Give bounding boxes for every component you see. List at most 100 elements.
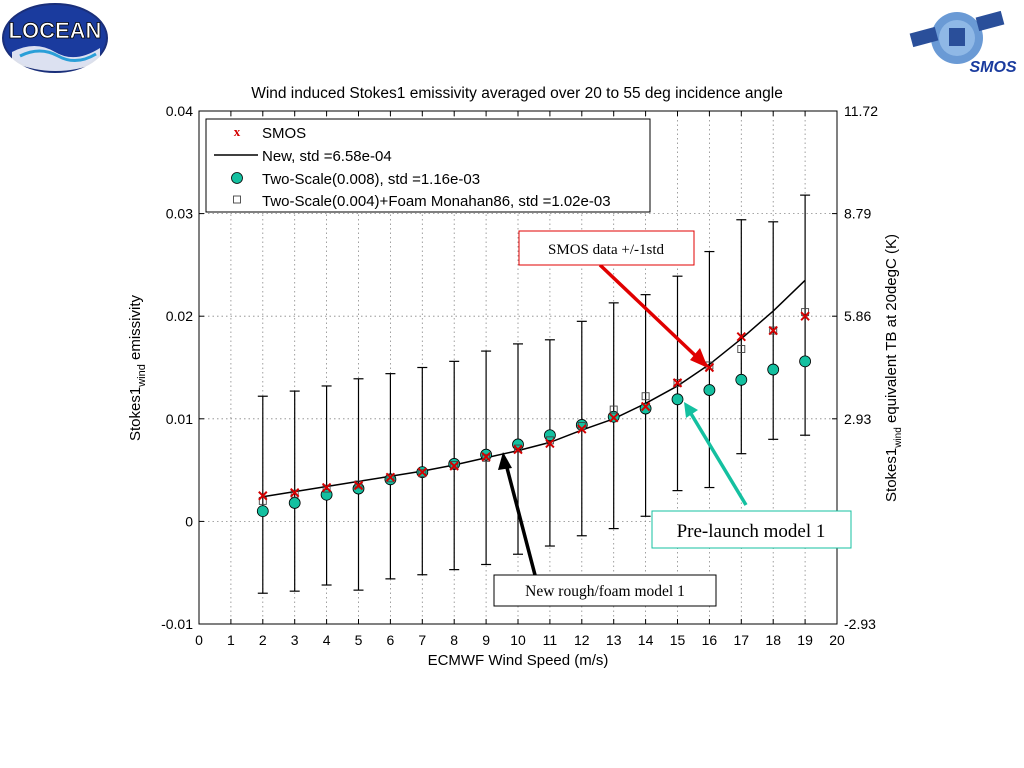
data-markers [256, 308, 811, 518]
legend-twoscale-label: Two-Scale(0.008), std =1.16e-03 [262, 171, 480, 188]
twoscale-point [639, 402, 652, 415]
smos-point [800, 311, 810, 321]
y2-axis-label-rest: equivalent TB at 20degC (K) [883, 234, 900, 427]
foam-point [673, 378, 682, 387]
foam-point [514, 444, 522, 453]
smos-point-stroke-b [353, 480, 364, 491]
foam-point [609, 405, 618, 414]
callout-newmodel-box [493, 574, 717, 607]
callout-newmodel: New rough/foam model 1 [493, 574, 717, 607]
smos-point [545, 438, 555, 449]
x-tick-label: 16 [702, 632, 718, 648]
foam-point [769, 326, 778, 335]
x-tick-label: 2 [259, 632, 267, 648]
smos-logo-text: SMOS [969, 59, 1016, 76]
annotation-arrows [498, 263, 748, 576]
smos-point [385, 472, 396, 482]
x-tick-label: 8 [450, 632, 458, 648]
legend-new-label: New, std =6.58e-04 [262, 148, 392, 165]
smos-point [640, 401, 651, 412]
x-tick-label: 18 [765, 632, 781, 648]
y2-tick-label: 5.86 [844, 308, 871, 324]
smos-point-stroke-b [577, 424, 587, 434]
x-tick-label: 9 [482, 632, 490, 648]
foam-point [418, 469, 427, 478]
twoscale-point [703, 384, 716, 396]
smos-point-stroke-b [704, 362, 715, 373]
smos-point [353, 480, 364, 491]
foam-point [482, 453, 491, 462]
foam-point [354, 480, 363, 489]
smos-point-stroke-b [800, 311, 810, 321]
smos-point [449, 461, 459, 471]
plot-frame [198, 110, 838, 625]
x-tick-label: 5 [355, 632, 363, 648]
y-tick-label: 0.04 [166, 103, 193, 119]
smos-point-stroke-b [385, 472, 396, 482]
smos-point [258, 491, 268, 501]
axis-ticks: 0 1 2 3 4 5 6 7 8 9 10 11 12 13 14 15 16 17 18 19 20-0.01 -2.… [161, 103, 878, 648]
smos-point [417, 467, 428, 477]
smos-point-stroke-b [608, 413, 619, 423]
chart-title: Wind induced Stokes1 emissivity averaged… [251, 85, 783, 102]
smos-point-stroke-b [258, 491, 268, 501]
legend-smos-label: SMOS [262, 125, 306, 142]
y-axis-label-sub: wind [136, 364, 148, 388]
x-tick-label: 13 [606, 632, 622, 648]
twoscale-point [544, 429, 556, 442]
y-tick-label: 0.01 [166, 411, 193, 427]
x-tick-label: 11 [543, 632, 558, 648]
x-tick-label: 4 [323, 632, 331, 648]
y2-tick-label: -2.93 [844, 616, 876, 632]
twoscale-point [256, 505, 269, 518]
prelaunch-arrow-head [684, 402, 698, 418]
smos-point [513, 444, 523, 455]
x-tick-label: 10 [510, 632, 526, 648]
locean-logo-text: LOCEAN [9, 18, 102, 43]
smos-point [289, 487, 300, 498]
smos-point [736, 332, 747, 342]
x-axis-label: ECMWF Wind Speed (m/s) [428, 652, 609, 669]
smos-point-stroke-b [289, 487, 300, 498]
prelaunch-arrow [688, 411, 748, 506]
y2-tick-label: 8.79 [844, 206, 871, 222]
smos-point-stroke-b [321, 482, 332, 493]
smos-point-stroke-b [545, 438, 555, 449]
x-tick-label: 6 [387, 632, 395, 648]
smos-point-stroke-b [417, 467, 428, 477]
foam-point [322, 484, 331, 493]
newmodel-arrow [504, 463, 537, 576]
callout-smos: SMOS data +/-1std [518, 230, 695, 266]
legend-twoscale-marker [231, 172, 243, 184]
twoscale-point [671, 393, 684, 406]
twoscale-point [735, 373, 748, 386]
x-tick-label: 17 [734, 632, 750, 648]
smos-logo: SMOS [909, 10, 1017, 76]
legend-box [205, 118, 651, 213]
y-tick-label: 0.03 [166, 206, 193, 222]
legend-smos-marker: x [234, 124, 241, 139]
y2-axis-label: Stokes1wind equivalent TB at 20degC (K) [883, 234, 904, 502]
smos-point-stroke-b [768, 325, 778, 336]
foam-point [258, 496, 267, 505]
smos-point [321, 482, 332, 493]
callout-smos-box [518, 230, 695, 266]
foam-point [737, 345, 746, 353]
twoscale-point [288, 497, 301, 509]
new-model-line [262, 279, 806, 498]
x-tick-label: 19 [797, 632, 813, 648]
y-axis-label: Stokes1wind emissivity [127, 295, 148, 441]
legend-foam-marker [233, 195, 241, 204]
new-model-curve [262, 279, 806, 498]
locean-logo: LOCEAN [2, 3, 108, 73]
x-tick-label: 20 [829, 632, 845, 648]
newmodel-arrow-head [498, 452, 512, 470]
callout-prelaunch: Pre-launch model 1 [651, 510, 852, 549]
smos-point [481, 452, 491, 462]
legend-foam-label: Two-Scale(0.004)+Foam Monahan86, std =1.… [262, 193, 611, 210]
x-tick-label: 7 [418, 632, 426, 648]
x-tick-label: 14 [638, 632, 654, 648]
y-tick-label: 0.02 [166, 308, 193, 324]
y2-tick-label: 2.93 [844, 411, 871, 427]
